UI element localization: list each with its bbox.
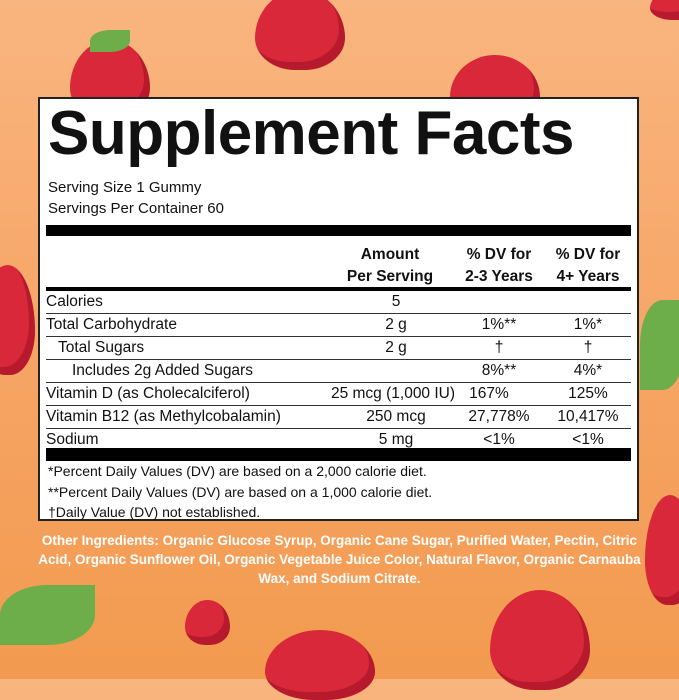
footnote: **Percent Daily Values (DV) are based on…: [48, 484, 433, 500]
footnote: †Daily Value (DV) not established.: [48, 504, 261, 520]
divider-thick: [46, 225, 631, 236]
servings-per-container: Servings Per Container 60: [48, 200, 224, 217]
other-ingredients: Other Ingredients: Organic Glucose Syrup…: [38, 533, 641, 586]
header-dv-4plus: % DV for 4+ Years: [555, 246, 621, 285]
panel-title: Supplement Facts: [48, 99, 575, 168]
nutrient-row: Calories 5: [46, 291, 631, 314]
header-dv-2-3: % DV for 2-3 Years: [465, 246, 533, 285]
nutrient-row: Includes 2g Added Sugars 8%** 4%*: [46, 360, 631, 383]
supplement-facts-panel: Supplement Facts Serving Size 1 Gummy Se…: [38, 97, 639, 521]
nutrient-row: Total Sugars 2 g † †: [46, 337, 631, 360]
divider-medium: [46, 287, 631, 291]
nutrient-row: Total Carbohydrate 2 g 1%** 1%*: [46, 314, 631, 337]
nutrient-row: Vitamin D (as Cholecalciferol) 25 mcg (1,…: [46, 383, 631, 406]
nutrient-row: Sodium 5 mg <1% <1%: [46, 431, 604, 448]
footnote: *Percent Daily Values (DV) are based on …: [48, 463, 427, 479]
serving-size: Serving Size 1 Gummy: [48, 179, 202, 196]
nutrient-row: Vitamin B12 (as Methylcobalamin) 250 mcg 2…: [46, 406, 631, 429]
divider-thick: [46, 448, 631, 461]
header-amount: Amount Per Serving: [346, 246, 434, 285]
